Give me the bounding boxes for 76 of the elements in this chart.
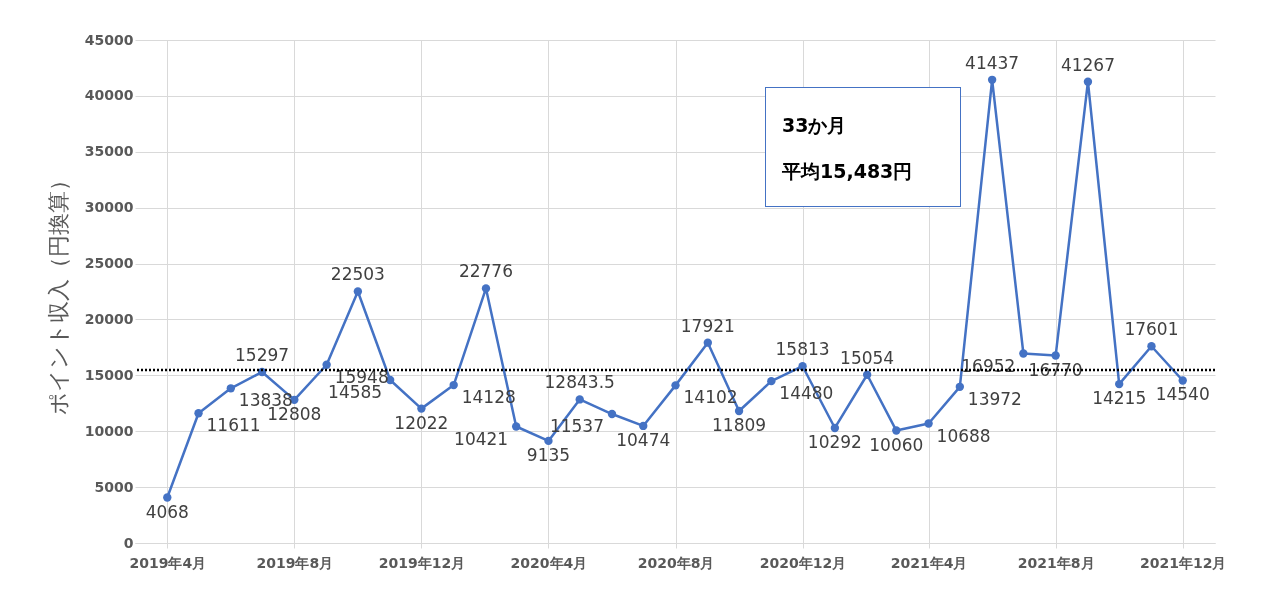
data-label: 22503 [330,264,385,285]
point [830,423,840,433]
data-label: 41267 [1060,54,1115,75]
data-label: 15813 [775,339,830,360]
point [575,395,584,404]
point [163,493,172,502]
data-label: 41437 [965,52,1020,73]
x-tick-label: 2019年8月 [256,554,334,571]
y-tick-label: 10000 [84,422,134,439]
data-label: 10474 [616,429,671,450]
y-tick-label: 0 [123,534,134,551]
x-tick-label: 2019年12月 [378,554,466,571]
data-label: 11611 [206,415,261,436]
point [481,284,491,293]
point [1147,342,1156,351]
point [862,370,872,379]
point [955,382,965,391]
y-tick-label: 25000 [84,255,134,272]
point [671,381,680,390]
x-tick-label: 2021年12月 [1139,554,1227,571]
data-label: 4068 [145,501,189,522]
point [767,376,776,386]
point [417,404,426,413]
x-tick-label: 2020年8月 [637,554,715,571]
y-axis-title: ポイント収入（円換算） [45,169,71,415]
data-label: 13972 [967,388,1022,409]
point [892,426,901,435]
data-label: 14215 [1092,388,1147,409]
annotation: 33か月 [782,113,848,138]
y-tick-label: 15000 [84,366,134,383]
y-tick-label: 5000 [94,478,134,495]
point [1051,351,1060,360]
data-label: 12022 [394,412,449,433]
data-label: 17921 [680,315,735,336]
data-label: 22776 [458,261,514,282]
y-tick-label: 20000 [84,310,134,327]
point [924,419,933,428]
point [1019,349,1028,358]
data-label: 9135 [526,444,571,465]
data-label: 10688 [936,425,991,446]
data-label: 14540 [1155,384,1210,405]
point [226,384,235,393]
data-label: 15297 [235,345,290,366]
point [353,287,363,296]
y-tick-label: 35000 [84,143,134,160]
point [734,406,744,416]
x-tick-label: 2020年12月 [759,554,847,571]
point [1083,77,1093,86]
data-label: 10292 [807,431,862,452]
y-tick-label: 30000 [84,199,134,216]
data-label: 15054 [840,347,895,368]
point [449,380,458,390]
point [703,338,712,347]
x-tick-label: 2019年4月 [129,554,207,571]
y-tick-label: 40000 [84,87,134,104]
point [798,362,807,371]
point [322,360,331,369]
point [607,409,617,419]
x-tick-label: 2020年4月 [510,554,588,571]
data-label: 10421 [454,428,509,449]
point [511,422,521,431]
point [639,421,648,431]
data-label: 11809 [712,415,767,435]
y-tick-label: 45000 [84,31,134,48]
data-label: 17601 [1124,319,1179,340]
point [544,436,553,446]
point [194,409,203,418]
annotation: 平均15,483円 [782,159,914,184]
x-tick-label: 2021年4月 [890,554,968,571]
data-label: 12843.5 [544,372,615,393]
point [1178,376,1187,385]
point [1115,379,1124,389]
data-label: 10060 [869,434,924,455]
x-tick-label: 2021年8月 [1017,554,1095,571]
point [987,75,997,84]
text-box: 33か月 平均15,483円 [765,87,961,207]
